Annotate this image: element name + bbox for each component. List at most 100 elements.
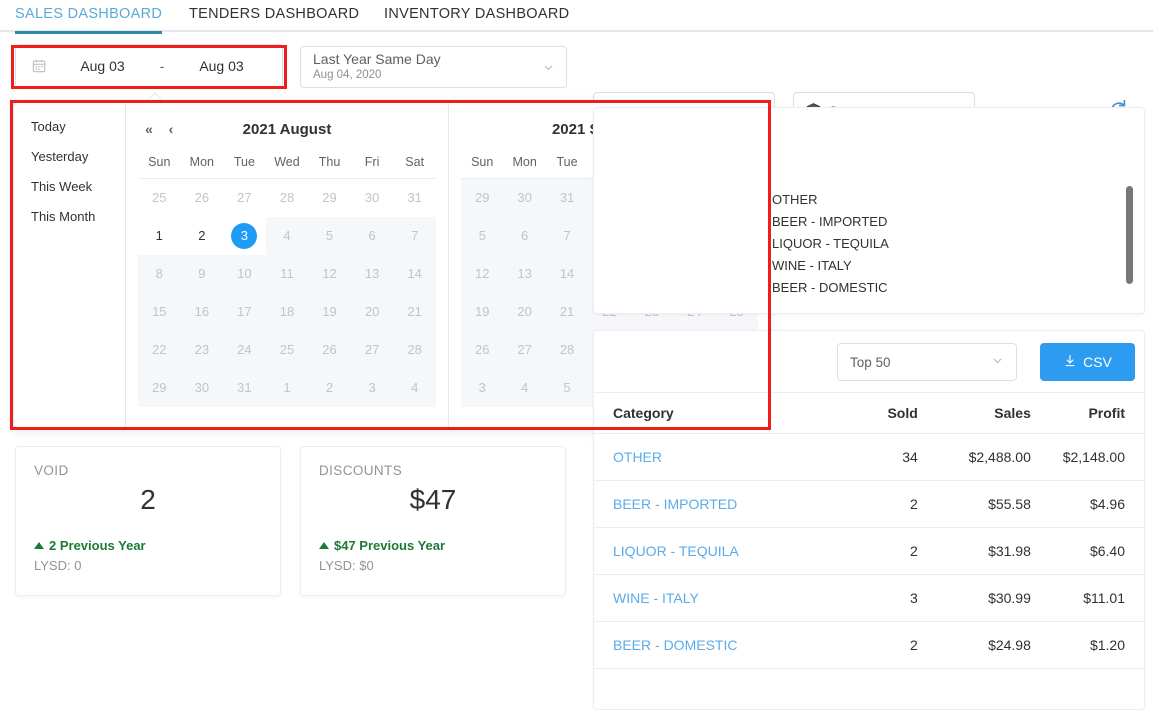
cell-category[interactable]: BEER - IMPORTED	[594, 480, 816, 528]
cell-profit: $4.96	[1030, 480, 1144, 528]
calendar-day-2[interactable]: 2	[181, 217, 224, 255]
calendar-day-number: 26	[322, 341, 337, 357]
calendar-day-6: 6	[350, 216, 394, 255]
comparison-label: Last Year Same Day	[313, 51, 441, 67]
column-header-sold[interactable]: Sold	[815, 393, 918, 434]
prev-month-button[interactable]: ‹	[168, 121, 174, 137]
calendar-day-16: 16	[180, 292, 224, 331]
calendar-day-25: 25	[138, 179, 181, 217]
table-row: BEER - IMPORTED 2 $55.58 $4.96	[594, 480, 1144, 528]
stat-title: DISCOUNTS	[319, 463, 403, 478]
chart-scrollbar[interactable]	[1126, 176, 1133, 326]
calendar-day-18: 18	[265, 292, 309, 331]
calendar-day-14: 14	[545, 254, 589, 293]
column-header-sales[interactable]: Sales	[917, 393, 1031, 434]
date-range-input[interactable]: Aug 03 - Aug 03	[15, 44, 283, 88]
calendar-day-number: 14	[407, 265, 422, 281]
cell-sales: $24.98	[917, 621, 1031, 669]
calendar-day-20: 20	[503, 292, 546, 331]
tab-tenders-dashboard[interactable]: TENDERS DASHBOARD	[189, 0, 359, 32]
calendar-day-30: 30	[351, 179, 394, 217]
calendar-day-number: 13	[517, 265, 532, 281]
shortcut-this-week[interactable]: This Week	[31, 179, 93, 194]
calendar-day-number: 30	[194, 379, 210, 395]
shortcut-yesterday[interactable]: Yesterday	[31, 149, 89, 164]
calendar-day-4: 4	[503, 368, 546, 407]
calendar-day-number: 20	[517, 303, 532, 319]
calendar-day-3: 3	[461, 368, 504, 407]
table-toolbar: Top 50 CSV	[594, 331, 1144, 393]
calendar-day-number: 3	[368, 379, 376, 395]
prev-year-button[interactable]: «	[145, 121, 153, 137]
weekday: Tue	[545, 146, 589, 179]
cell-profit: $2,148.00	[1030, 433, 1144, 481]
column-header-category[interactable]: Category	[594, 393, 816, 434]
shortcut-this-month[interactable]: This Month	[31, 209, 96, 224]
calendar-day-1: 1	[265, 368, 309, 407]
calendar-day-3[interactable]: 3	[223, 217, 266, 255]
top-n-select[interactable]: Top 50	[837, 343, 1017, 381]
calendar-day-number: 5	[478, 227, 486, 243]
cell-sales: $30.99	[917, 574, 1031, 622]
calendar-day-number: 5	[325, 227, 334, 243]
calendar-day-number: 18	[279, 303, 295, 319]
tab-sales-dashboard[interactable]: SALES DASHBOARD	[15, 0, 163, 34]
calendar-day-19: 19	[308, 292, 351, 331]
export-csv-button[interactable]: CSV	[1040, 343, 1135, 381]
calendar-left-grid: Sun Mon Tue Wed Thu Fri Sat 25 26 27 28 29 30 31 1 2 3 4…	[138, 146, 436, 407]
column-header-profit[interactable]: Profit	[1030, 393, 1144, 434]
calendar-day-number: 10	[237, 265, 252, 281]
calendar-day-number: 26	[194, 189, 210, 205]
calendar-day-10: 10	[223, 254, 266, 293]
chart-scrollbar-thumb[interactable]	[1126, 186, 1133, 284]
shortcut-today[interactable]: Today	[31, 119, 66, 134]
date-range-start[interactable]: Aug 03	[80, 58, 125, 74]
calendar-day-number: 25	[279, 341, 295, 357]
cell-sold: 2	[815, 527, 918, 575]
calendar-day-number: 19	[322, 303, 337, 319]
calendar-day-number: 30	[364, 189, 380, 205]
chart-category-label: BEER - DOMESTIC	[772, 280, 888, 295]
calendar-day-number: 25	[152, 189, 167, 205]
tab-inventory-dashboard[interactable]: INVENTORY DASHBOARD	[384, 0, 569, 32]
cell-category[interactable]: OTHER	[594, 433, 816, 481]
calendar-day-28: 28	[545, 330, 589, 369]
calendar-day-number: 4	[283, 227, 291, 243]
calendar-day-21: 21	[393, 292, 436, 331]
cell-sold: 2	[815, 480, 918, 528]
calendar-week-row: 8 9 10 11 12 13 14	[138, 254, 436, 293]
calendar-day-21: 21	[545, 292, 589, 331]
weekday: Mon	[503, 146, 546, 179]
calendar-day-19: 19	[461, 292, 504, 331]
calendar-day-number: 29	[322, 189, 337, 205]
weekday: Thu	[308, 146, 351, 179]
calendar-day-number: 19	[474, 303, 490, 319]
filters-toolbar: Aug 03 - Aug 03 Last Year Same Day Aug 0…	[0, 44, 1153, 130]
calendar-day-3: 3	[350, 368, 394, 407]
table-body: OTHER 34 $2,488.00 $2,148.00 BEER - IMPORTED…	[594, 433, 1144, 669]
comparison-period-select[interactable]: Last Year Same Day Aug 04, 2020	[300, 46, 567, 88]
calendar-day-29: 29	[461, 178, 504, 217]
date-range-separator: -	[159, 58, 165, 74]
calendar-day-11: 11	[265, 254, 309, 293]
calendar-day-number: 31	[237, 379, 252, 395]
calendar-day-number: 5	[563, 379, 571, 395]
date-picker-shortcuts: Today Yesterday This Week This Month	[14, 102, 126, 428]
weekday: Sat	[393, 146, 436, 179]
calendar-day-number: 9	[198, 265, 206, 281]
calendar-day-number: 8	[155, 265, 163, 281]
stat-title: VOID	[34, 463, 69, 478]
calendar-day-number: 28	[559, 341, 575, 357]
table-row: WINE - ITALY 3 $30.99 $11.01	[594, 574, 1144, 622]
cell-category[interactable]: WINE - ITALY	[594, 574, 816, 622]
cell-category[interactable]: BEER - DOMESTIC	[594, 621, 816, 669]
calendar-day-number: 4	[411, 379, 419, 395]
stat-value: $47	[409, 484, 457, 515]
date-range-end[interactable]: Aug 03	[199, 58, 244, 74]
chevron-down-icon	[542, 61, 555, 77]
calendar-day-26: 26	[461, 330, 504, 369]
cell-category[interactable]: LIQUOR - TEQUILA	[594, 527, 816, 575]
weekday: Sun	[138, 146, 181, 179]
calendar-day-1[interactable]: 1	[138, 217, 181, 255]
